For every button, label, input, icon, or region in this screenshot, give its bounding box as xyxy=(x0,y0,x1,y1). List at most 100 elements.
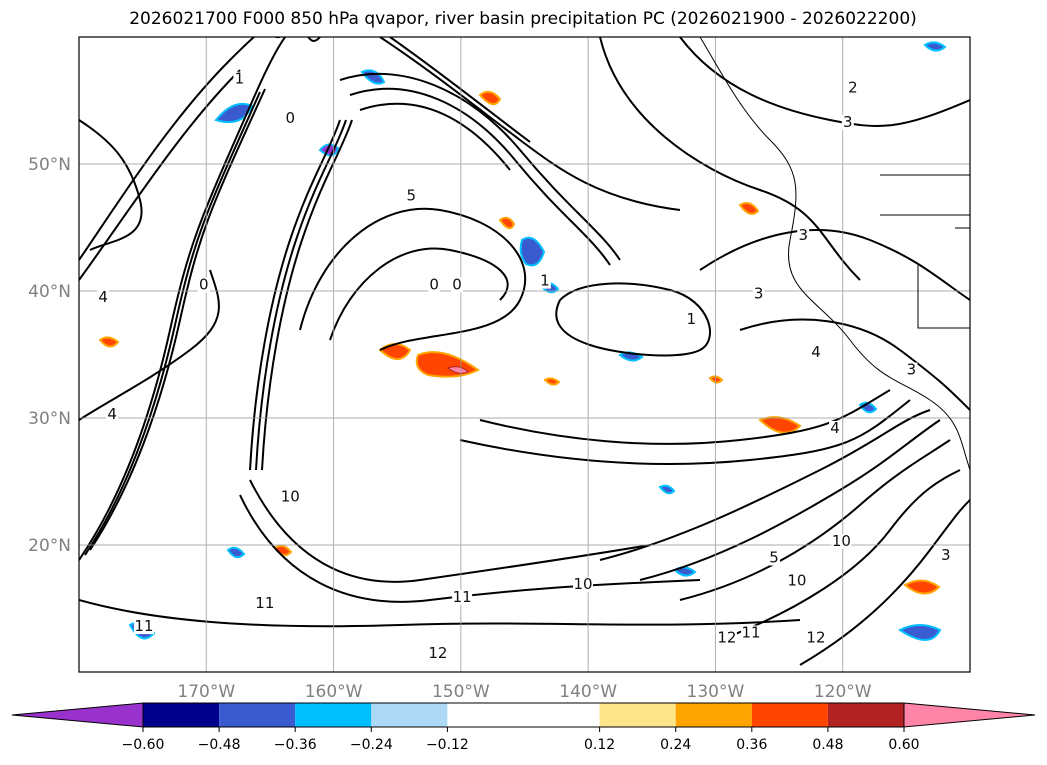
contour-label: 4 xyxy=(107,405,117,423)
contour-label-bg xyxy=(451,277,464,293)
anomaly-blob xyxy=(478,90,502,106)
contour-line xyxy=(79,119,143,251)
contour-line xyxy=(459,399,911,465)
lat-tick-label: 30°N xyxy=(28,409,71,429)
anomaly-blob xyxy=(658,484,676,495)
contour-label: 11 xyxy=(255,594,274,612)
contour-label-bg xyxy=(428,277,441,293)
colorbar-bin xyxy=(295,703,372,727)
colorbar-tick-label: 0.12 xyxy=(584,737,615,753)
colorbar-bin xyxy=(751,703,828,727)
contour-label: 0 xyxy=(199,275,209,293)
contour-label: 5 xyxy=(769,549,779,567)
contour-label: 12 xyxy=(717,629,736,647)
colorbar-extend-under xyxy=(11,702,144,728)
contour-line xyxy=(239,494,701,603)
longitude-ticks: 170°W 160°W 150°W 140°W 130°W 120°W xyxy=(177,682,871,702)
colorbar: −0.60 −0.48 −0.36 −0.24 −0.12 0.12 0.24 0.36 0.4… xyxy=(11,702,1036,753)
contour-line xyxy=(79,37,321,561)
contour-line xyxy=(299,207,527,351)
contour-label-bg xyxy=(809,344,822,360)
anomaly-blob xyxy=(903,579,941,595)
lon-tick-label: 160°W xyxy=(305,682,363,702)
anomaly-blob xyxy=(898,624,942,641)
colorbar-tick-label: −0.36 xyxy=(274,737,317,753)
contour-line xyxy=(679,439,951,601)
contour-label-bg xyxy=(841,114,854,130)
anomaly-blob xyxy=(226,546,246,559)
contour-label: 10 xyxy=(787,571,806,589)
lat-tick-label: 20°N xyxy=(28,536,71,556)
contour-label: 11 xyxy=(134,617,153,635)
contour-label: 10 xyxy=(832,532,851,550)
anomaly-blob xyxy=(758,416,802,434)
contour-label-bg xyxy=(829,420,842,436)
contour-label-bg xyxy=(452,589,473,605)
contour-line xyxy=(699,229,970,301)
contour-label-bg xyxy=(427,645,448,661)
contour-label-bg xyxy=(233,71,246,87)
anomaly-blob xyxy=(519,236,546,267)
contour-label-bg xyxy=(741,625,762,641)
contour-line xyxy=(479,389,891,445)
contour-label-bg xyxy=(905,362,918,378)
anomaly-blob xyxy=(498,216,516,230)
contour-label-bg xyxy=(254,596,275,612)
contour-line xyxy=(379,37,681,211)
contour-label-bg xyxy=(846,80,859,96)
contour-label: 0 xyxy=(429,275,439,293)
lon-tick-label: 140°W xyxy=(559,682,617,702)
map-background xyxy=(79,37,970,672)
colorbar-bin xyxy=(827,703,904,727)
coastlines xyxy=(699,37,970,471)
lat-tick-label: 50°N xyxy=(28,155,71,175)
contour-label: 10 xyxy=(281,488,300,506)
colorbar-tick-label: 0.60 xyxy=(888,737,919,753)
field-layer xyxy=(79,37,970,672)
colorbar-extend-over xyxy=(903,702,1036,728)
contour-line xyxy=(84,91,261,556)
contour-label-bg xyxy=(133,619,154,635)
contour-label: 3 xyxy=(754,284,764,302)
contour-line xyxy=(799,499,970,666)
contour-label-bg xyxy=(538,273,551,289)
colorbar-tick-label: 0.24 xyxy=(660,737,691,753)
contour-label: 0 xyxy=(286,109,296,127)
contour-line xyxy=(389,37,531,143)
contour-line xyxy=(639,419,941,581)
contour-label-bg xyxy=(831,534,852,549)
contour-label-bg xyxy=(716,630,737,646)
lon-tick-label: 150°W xyxy=(432,682,490,702)
contour-label: 3 xyxy=(843,113,853,131)
colorbar-bin xyxy=(447,703,600,727)
state-border xyxy=(880,174,970,329)
colorbar-frame xyxy=(142,702,905,728)
contour-line xyxy=(599,409,931,561)
contour-label-bg xyxy=(106,407,119,422)
contour-line xyxy=(89,88,266,551)
contour-label-bg xyxy=(797,227,810,243)
contour-label: 1 xyxy=(540,272,550,290)
contour-label-bg xyxy=(752,286,765,302)
anomaly-blob xyxy=(738,202,760,215)
colorbar-bin xyxy=(599,703,676,727)
colorbar-tick-label: −0.48 xyxy=(198,737,241,753)
contour-label: 11 xyxy=(742,623,761,641)
contour-label-bg xyxy=(97,290,110,306)
lon-tick-label: 130°W xyxy=(687,682,745,702)
contour-line xyxy=(79,37,281,261)
contour-label-bg xyxy=(767,550,780,566)
contour-label-bg xyxy=(197,277,210,293)
contour-label-bg xyxy=(280,489,301,505)
colorbar-tick-label: −0.60 xyxy=(122,737,165,753)
contour-label: 11 xyxy=(453,588,472,606)
colorbar-bin xyxy=(371,703,448,727)
colorbar-bin xyxy=(219,703,296,727)
lat-tick-label: 40°N xyxy=(28,282,71,302)
anomaly-blob xyxy=(98,336,120,348)
contour-label-bg xyxy=(786,573,807,589)
colorbar-bin xyxy=(675,703,752,727)
colorbar-tick-label: −0.12 xyxy=(426,737,469,753)
